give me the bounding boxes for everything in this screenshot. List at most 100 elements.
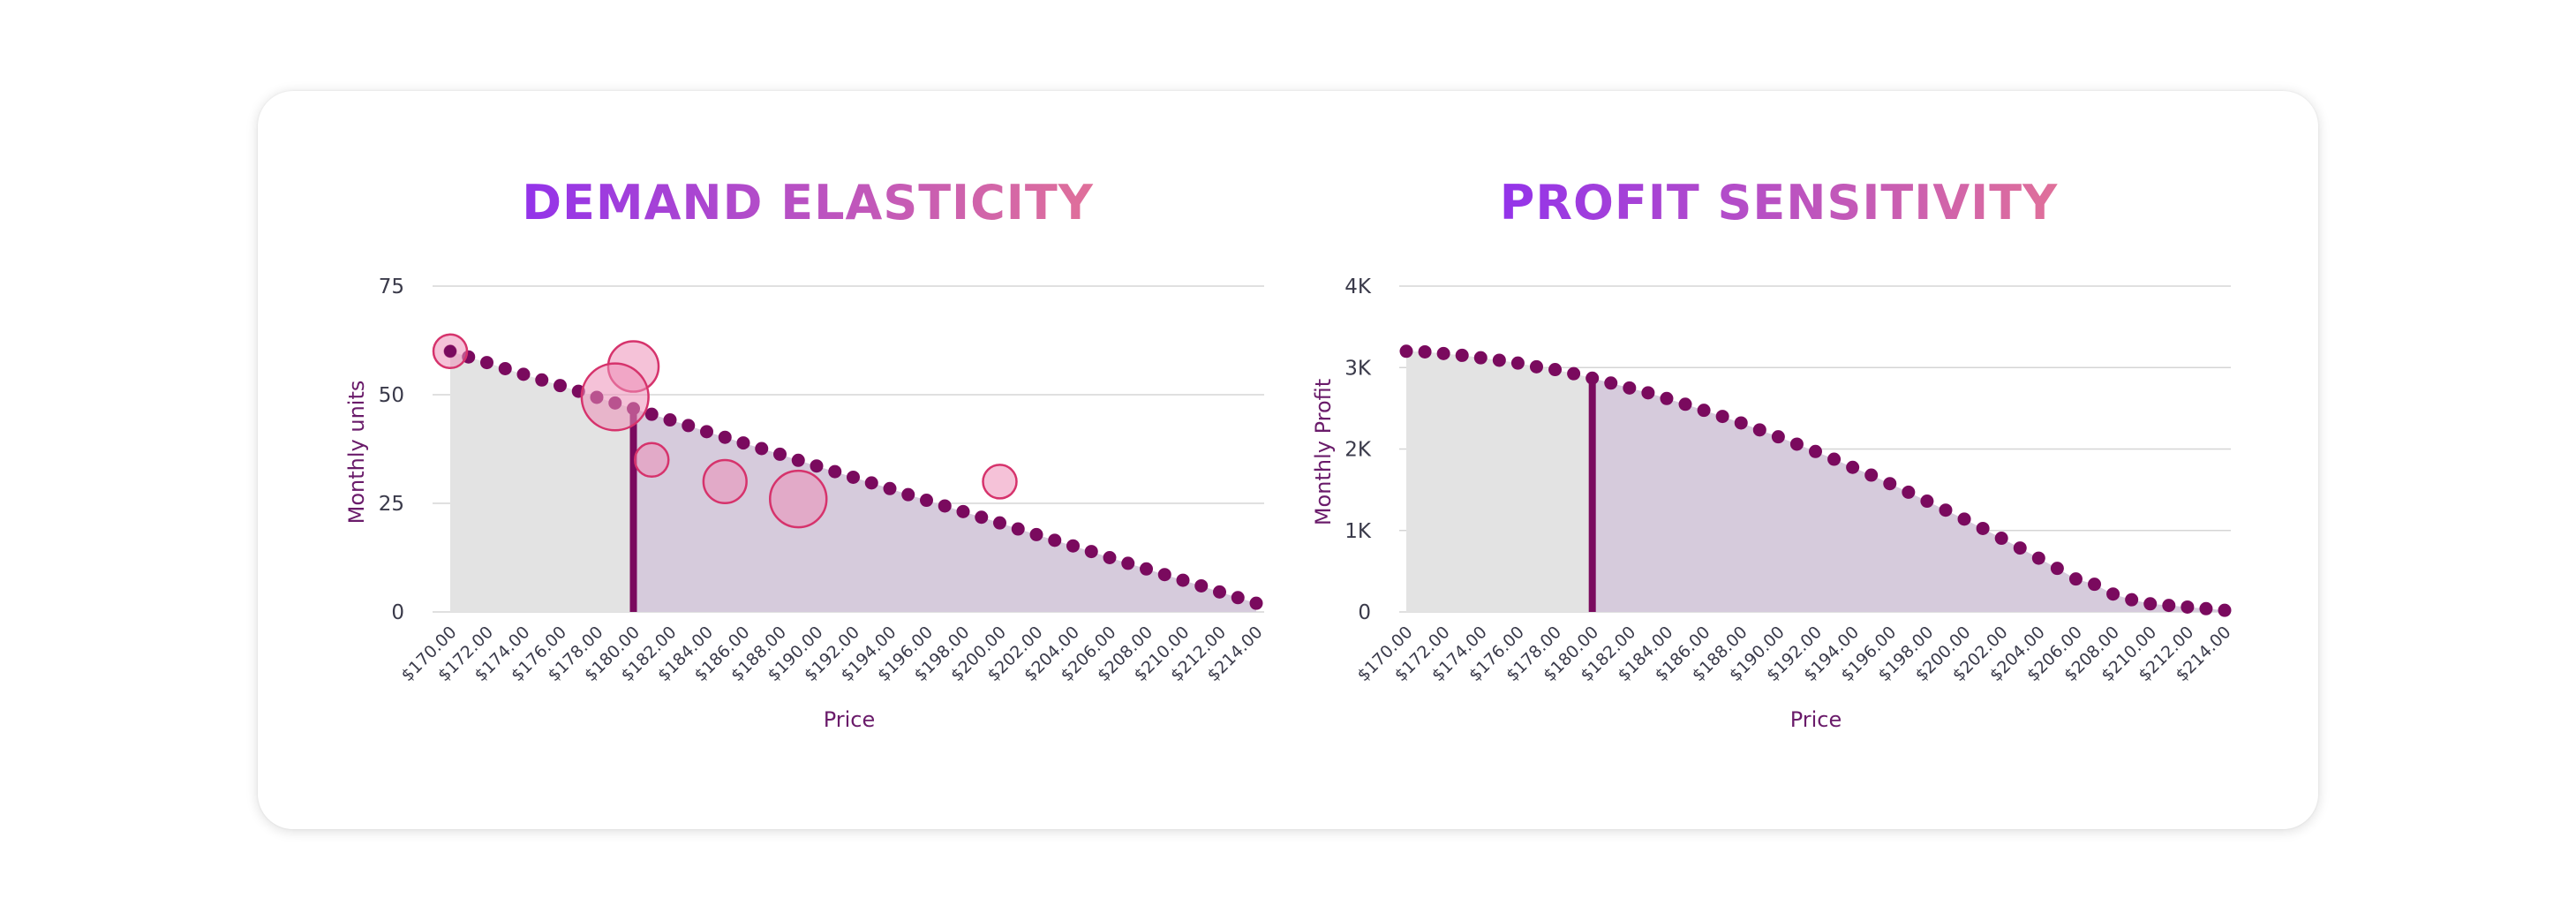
- curve-point: [1902, 485, 1916, 499]
- curve-point: [1249, 596, 1263, 610]
- curve-point: [993, 516, 1006, 530]
- curve-point: [1678, 397, 1692, 411]
- curve-point: [828, 464, 842, 479]
- curve-point: [1157, 568, 1171, 582]
- observation-bubble: [702, 458, 748, 505]
- curve-point: [736, 436, 750, 450]
- curve-point: [975, 510, 989, 525]
- y-axis-title: Monthly units: [344, 381, 369, 525]
- curve-point: [1715, 410, 1729, 424]
- x-axis-title: Price: [824, 707, 876, 732]
- y-tick-label: 0: [391, 601, 404, 624]
- curve-point: [1231, 591, 1245, 605]
- curve-point: [938, 499, 952, 513]
- y-tick-label: 75: [379, 276, 404, 298]
- curve-point: [2143, 597, 2158, 611]
- curve-point: [2218, 603, 2232, 617]
- curve-point: [2162, 599, 2176, 613]
- curve-point: [1418, 344, 1432, 359]
- curve-point: [1213, 585, 1226, 599]
- observation-bubble: [580, 362, 650, 432]
- curve-point: [2106, 587, 2120, 601]
- y-tick-label: 25: [379, 493, 404, 516]
- curve-point: [498, 361, 512, 375]
- curve-point: [1771, 430, 1785, 444]
- curve-point: [864, 476, 878, 490]
- curve-point: [901, 487, 915, 502]
- curve-point: [791, 453, 805, 467]
- curve-point: [718, 430, 732, 444]
- current-price-marker: [629, 408, 637, 612]
- curve-point: [1492, 353, 1506, 367]
- curve-point: [1957, 512, 1971, 526]
- observation-bubble: [982, 464, 1018, 500]
- curve-point: [554, 379, 567, 393]
- curve-point: [1604, 376, 1618, 390]
- y-tick-label: 3K: [1344, 357, 1372, 380]
- curve-point: [1734, 416, 1748, 430]
- curve-point: [1194, 578, 1209, 593]
- curve-point: [1455, 348, 1469, 362]
- observation-bubble: [634, 442, 670, 479]
- curve-point: [1660, 391, 1674, 405]
- curve-point: [1529, 359, 1543, 374]
- curve-point: [2199, 601, 2213, 615]
- curve-point: [810, 459, 824, 473]
- profit-sensitivity-chart: PROFIT SENSITIVITY 0 1K 2K 3K 4K $170.00$172…: [1311, 175, 2235, 732]
- curve-point: [1697, 404, 1711, 418]
- curve-point: [1920, 494, 1934, 509]
- curve-point: [1140, 562, 1153, 576]
- curve-point: [2088, 578, 2102, 592]
- curve-point: [1436, 346, 1450, 360]
- demand-elasticity-chart: DEMAND ELASTICITY 0 25 50 75 $170.00$172.00…: [344, 175, 1267, 732]
- observation-point: [444, 344, 456, 358]
- observation-bubbles: [432, 333, 1018, 529]
- curve-point: [2050, 562, 2064, 576]
- current-price-line: [629, 408, 637, 612]
- curve-point: [847, 470, 860, 484]
- area-below-current-price: [1406, 351, 1593, 612]
- curve-point: [1846, 460, 1860, 474]
- curve-point: [1994, 532, 2008, 546]
- y-tick-label: 4K: [1344, 276, 1372, 298]
- y-tick-label: 1K: [1344, 520, 1372, 543]
- area-fills: [1406, 351, 2225, 612]
- curve-point: [920, 494, 933, 508]
- curve-point: [1752, 423, 1766, 437]
- curve-point: [1473, 351, 1488, 365]
- curve-point: [1623, 381, 1637, 395]
- curve-point: [480, 356, 493, 370]
- curve-point: [1827, 452, 1842, 466]
- curve-point: [644, 407, 659, 421]
- curve-point: [1048, 533, 1062, 547]
- x-axis-title: Price: [1790, 707, 1842, 732]
- curve-point: [1084, 545, 1098, 559]
- y-tick-label: 50: [379, 384, 404, 407]
- observation-bubble: [769, 469, 828, 529]
- curve-point: [956, 504, 970, 518]
- curve-point: [1548, 363, 1563, 377]
- curve-point: [1011, 522, 1025, 536]
- curve-point: [1976, 521, 1990, 535]
- x-axis-ticks: $170.00$172.00$174.00$176.00$178.00$180.…: [1353, 623, 2234, 685]
- chart-title: PROFIT SENSITIVITY: [1500, 175, 2058, 230]
- curve-point: [1399, 344, 1413, 359]
- curve-point: [1121, 556, 1135, 570]
- curve-point: [1809, 444, 1822, 458]
- profit-curve: [1399, 344, 2232, 617]
- curve-point: [1066, 539, 1080, 553]
- y-tick-label: 2K: [1344, 439, 1372, 462]
- curve-point: [535, 373, 549, 387]
- y-axis-ticks: 0 25 50 75: [379, 276, 404, 624]
- curve-point: [682, 419, 696, 433]
- curve-point: [1883, 477, 1897, 491]
- current-price-marker: [1588, 378, 1596, 612]
- curve-point: [2031, 551, 2045, 565]
- curve-point: [1029, 527, 1043, 541]
- y-tick-label: 0: [1358, 601, 1371, 624]
- curve-point: [1641, 386, 1655, 400]
- curve-point: [2068, 572, 2083, 586]
- curve-point: [2181, 600, 2195, 614]
- curve-point: [883, 481, 897, 495]
